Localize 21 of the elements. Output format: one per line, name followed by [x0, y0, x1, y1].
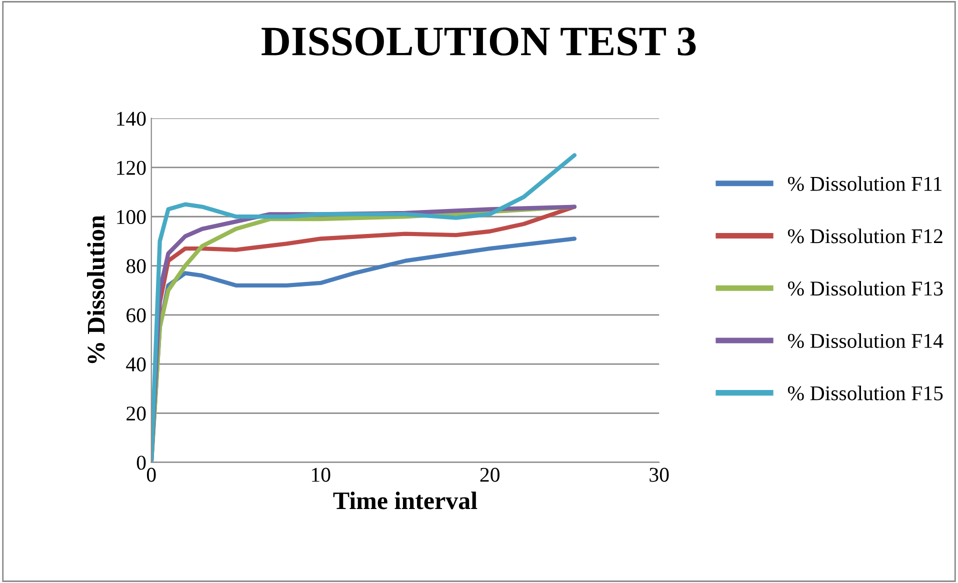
y-axis-title: % Dissolution [87, 215, 105, 364]
legend-label: % Dissolution F12 [788, 228, 942, 244]
legend-label: % Dissolution F15 [788, 386, 943, 400]
y-tick-label: 60 [126, 308, 146, 322]
legend-label: % Dissolution F13 [788, 280, 943, 296]
x-tick-label: 10 [312, 468, 330, 482]
x-tick-label: 0 [146, 468, 156, 482]
y-tick-label: 100 [117, 210, 146, 224]
y-tick-label: 80 [126, 259, 146, 274]
y-tick-label: 120 [117, 160, 146, 175]
chart-title: DISSOLUTION TEST 3 [262, 28, 696, 56]
legend-label: % Dissolution F14 [788, 333, 944, 348]
y-tick-label: 40 [126, 357, 146, 372]
x-tick-label: 30 [650, 468, 669, 482]
x-tick-label: 20 [480, 468, 500, 482]
y-tick-label: 0 [136, 456, 146, 470]
legend-label: % Dissolution F11 [788, 176, 942, 191]
y-tick-label: 140 [117, 112, 146, 126]
y-tick-label: 20 [126, 406, 146, 421]
x-axis-title: Time interval [333, 492, 478, 510]
line-series [151, 153, 577, 462]
